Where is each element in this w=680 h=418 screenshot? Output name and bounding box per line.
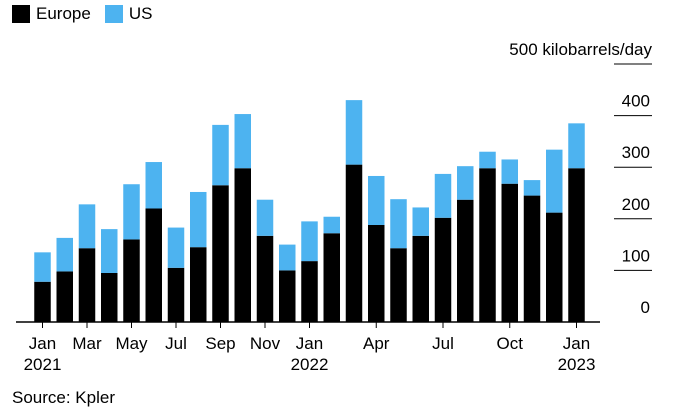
x-tick-label: Jul — [432, 334, 454, 353]
bar-us — [279, 244, 296, 271]
bar-us — [568, 123, 585, 169]
bar-us — [145, 162, 162, 209]
bar-europe — [568, 168, 585, 322]
x-tick-label: May — [115, 334, 148, 353]
bar-europe — [345, 164, 363, 322]
bar-europe — [368, 224, 385, 322]
bar-europe — [167, 267, 185, 322]
bar-us — [523, 180, 541, 196]
x-tick-label: Apr — [363, 334, 390, 353]
bar-us — [190, 191, 207, 248]
x-tick-label: Sep — [205, 334, 235, 353]
chart-source: Source: Kpler — [12, 388, 115, 407]
bar-us — [345, 100, 363, 165]
bar-us — [412, 207, 429, 236]
bar-us — [457, 166, 474, 200]
bar-europe — [457, 199, 474, 322]
x-tick-label: Jul — [165, 334, 187, 353]
bar-us — [34, 252, 51, 282]
bar-europe — [546, 212, 563, 322]
bar-europe — [323, 233, 340, 322]
y-tick-label: 300 — [622, 143, 650, 162]
legend-label-europe: Europe — [36, 4, 91, 23]
bar-us — [501, 159, 518, 184]
x-tick-label: Mar — [72, 334, 102, 353]
x-tick-year-label: 2022 — [291, 355, 329, 374]
bar-europe — [256, 235, 274, 322]
bar-europe — [479, 168, 496, 322]
bar-europe — [412, 235, 429, 322]
bar-europe — [78, 248, 96, 322]
bar-us — [390, 199, 407, 249]
bar-europe — [434, 217, 452, 322]
bar-europe — [56, 271, 73, 322]
bar-europe — [390, 248, 407, 322]
bar-europe — [145, 208, 162, 322]
bar-europe — [101, 272, 118, 322]
y-tick-label: 500 kilobarrels/day — [509, 40, 652, 59]
bar-us — [234, 114, 251, 169]
y-tick-label: 0 — [641, 298, 650, 317]
legend-label-us: US — [128, 4, 153, 23]
bar-us — [301, 221, 318, 262]
chart-legend: Europe US — [12, 4, 166, 24]
bar-us — [434, 173, 452, 218]
x-tick-label: Oct — [497, 334, 524, 353]
bar-europe — [279, 270, 296, 322]
x-tick-year-label: 2021 — [24, 355, 62, 374]
legend-item-us: US — [104, 4, 153, 24]
bar-us — [101, 229, 118, 273]
bar-us — [256, 199, 274, 236]
bar-us — [78, 204, 96, 249]
bar-us — [479, 151, 496, 169]
bar-us — [368, 175, 385, 225]
bar-europe — [301, 261, 318, 322]
y-tick-label: 200 — [622, 195, 650, 214]
bar-us — [123, 184, 140, 240]
bar-us — [212, 124, 229, 186]
bar-europe — [212, 185, 229, 322]
x-tick-label: Jan — [296, 334, 323, 353]
x-tick-label: Jan — [29, 334, 56, 353]
legend-swatch-europe — [12, 5, 30, 23]
bar-us — [323, 216, 340, 234]
bar-us — [56, 237, 73, 272]
bar-europe — [190, 247, 207, 322]
bar-europe — [123, 239, 140, 322]
y-tick-label: 100 — [622, 246, 650, 265]
x-tick-label: Nov — [250, 334, 281, 353]
y-tick-label: 400 — [622, 92, 650, 111]
bar-europe — [523, 195, 541, 322]
bar-europe — [501, 183, 518, 322]
bar-us — [167, 227, 185, 268]
bar-us — [546, 149, 563, 213]
bar-europe — [234, 168, 251, 322]
x-tick-label: Jan — [563, 334, 590, 353]
bar-europe — [34, 281, 51, 322]
legend-item-europe: Europe — [12, 4, 91, 24]
x-tick-year-label: 2023 — [558, 355, 596, 374]
legend-swatch-us — [104, 5, 123, 23]
